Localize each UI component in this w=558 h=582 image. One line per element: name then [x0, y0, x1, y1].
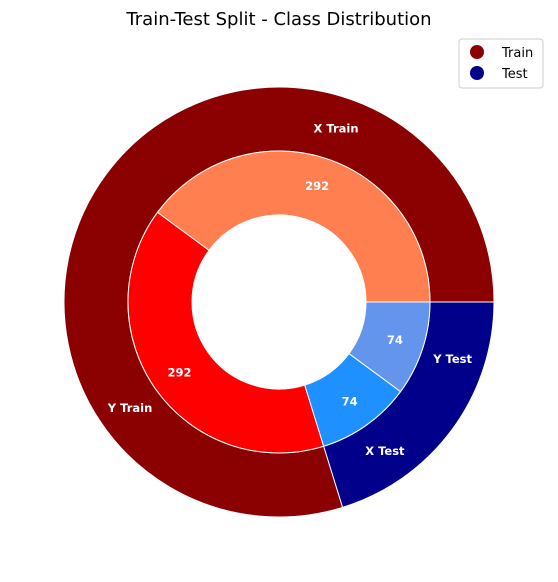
legend-label-test: Test — [501, 67, 528, 82]
inner-label-y-train: 292 — [168, 366, 192, 380]
legend-marker-train — [470, 45, 484, 59]
outer-label-x-test: X Test — [365, 444, 405, 458]
outer-label-y-test: Y Test — [432, 352, 472, 366]
legend-marker-test — [470, 66, 484, 80]
labels-group: X Train Y Train X Test Y Test 292 292 74 74 — [107, 121, 473, 458]
rings-group — [63, 86, 495, 518]
outer-label-y-train: Y Train — [107, 401, 152, 415]
inner-label-x-test: 74 — [342, 394, 358, 408]
legend-label-train: Train — [501, 46, 533, 61]
chart-title: Train-Test Split - Class Distribution — [125, 9, 431, 30]
legend: Train Test — [458, 38, 544, 89]
outer-label-x-train: X Train — [314, 121, 359, 135]
donut-hole — [192, 215, 366, 389]
inner-slice-y-test — [348, 301, 431, 393]
inner-slice-x-train — [156, 150, 431, 303]
inner-label-y-test: 74 — [387, 333, 403, 347]
inner-label-x-train: 292 — [305, 179, 329, 193]
